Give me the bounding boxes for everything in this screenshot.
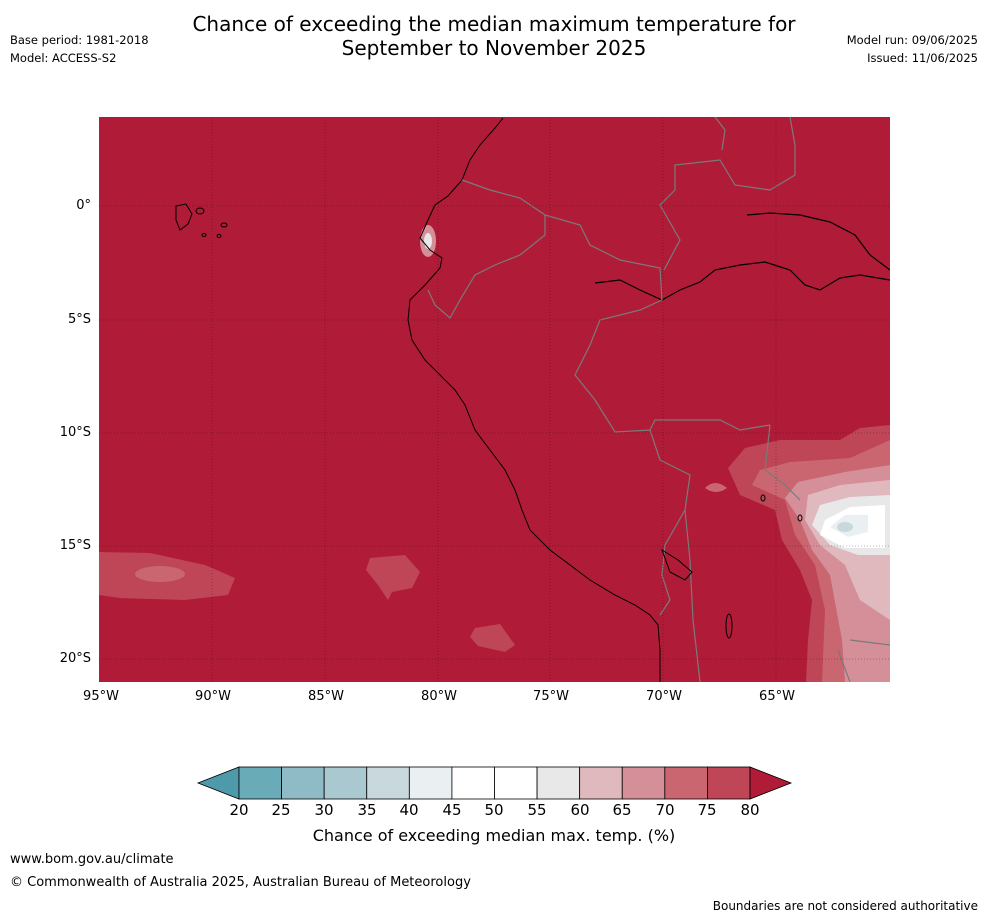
lon-tick-75w: 75°W (533, 689, 569, 704)
cbar-tick-45: 45 (442, 801, 462, 819)
colorbar-segment (281, 766, 325, 800)
colorbar-arrow-low (196, 766, 240, 800)
cbar-tick-55: 55 (527, 801, 547, 819)
colorbar-segment (707, 766, 751, 800)
cbar-tick-25: 25 (271, 801, 291, 819)
title-line-1: Chance of exceeding the median maximum t… (192, 12, 796, 36)
colorbar-segment (366, 766, 410, 800)
colorbar-segment (323, 766, 368, 800)
colorbar-segment (621, 766, 666, 800)
colorbar-segment (664, 766, 708, 800)
colorbar-segment (238, 766, 282, 800)
colorbar-segment (408, 766, 453, 800)
lon-tick-70w: 70°W (646, 689, 682, 704)
cbar-tick-65: 65 (612, 801, 632, 819)
lat-tick-10s: 10°S (59, 425, 91, 440)
model-run: Model run: 09/06/2025 (846, 33, 978, 47)
country-borders (427, 117, 890, 682)
cbar-tick-35: 35 (357, 801, 377, 819)
lon-tick-90w: 90°W (195, 689, 231, 704)
colorbar-segment (579, 766, 623, 800)
meta-left: Base period: 1981-2018 Model: ACCESS-S2 (10, 31, 149, 67)
lon-tick-85w: 85°W (308, 689, 344, 704)
disclaimer-text: Boundaries are not considered authoritat… (712, 899, 978, 913)
issued-date: Issued: 11/06/2025 (867, 51, 978, 65)
gridlines (99, 117, 890, 682)
lakes (661, 494, 803, 639)
amazon-river-north (746, 212, 890, 271)
map-background (99, 117, 890, 682)
lat-tick-15s: 15°S (59, 538, 91, 553)
title-line-2: September to November 2025 (341, 36, 647, 60)
cbar-tick-30: 30 (314, 801, 334, 819)
lat-tick-5s: 5°S (67, 312, 91, 327)
meta-right: Model run: 09/06/2025 Issued: 11/06/2025 (847, 31, 978, 67)
cbar-tick-40: 40 (399, 801, 419, 819)
lon-tick-65w: 65°W (759, 689, 795, 704)
model-name: Model: ACCESS-S2 (10, 51, 117, 65)
cbar-tick-75: 75 (697, 801, 717, 819)
cbar-tick-50: 50 (484, 801, 504, 819)
cbar-tick-80: 80 (740, 801, 760, 819)
colorbar-segment (494, 766, 538, 800)
map-title: Chance of exceeding the median maximum t… (0, 12, 988, 60)
galapagos-islands (175, 203, 228, 238)
probability-contours (99, 225, 890, 682)
cbar-tick-20: 20 (229, 801, 249, 819)
cbar-tick-60: 60 (570, 801, 590, 819)
colorbar-arrow-high (749, 766, 793, 800)
colorbar-segment (451, 766, 495, 800)
colorbar-segment (536, 766, 581, 800)
colorbar-label: Chance of exceeding median max. temp. (%… (312, 826, 676, 845)
copyright-text: © Commonwealth of Australia 2025, Austra… (10, 875, 471, 890)
lon-tick-95w: 95°W (83, 689, 119, 704)
coastline (407, 117, 661, 682)
lat-tick-0: 0° (76, 198, 91, 213)
cbar-tick-70: 70 (655, 801, 675, 819)
base-period: Base period: 1981-2018 (10, 33, 149, 47)
colorbar (196, 766, 793, 800)
amazon-river (594, 261, 890, 301)
lat-tick-20s: 20°S (59, 651, 91, 666)
website-link[interactable]: www.bom.gov.au/climate (10, 852, 174, 867)
lon-tick-80w: 80°W (421, 689, 457, 704)
